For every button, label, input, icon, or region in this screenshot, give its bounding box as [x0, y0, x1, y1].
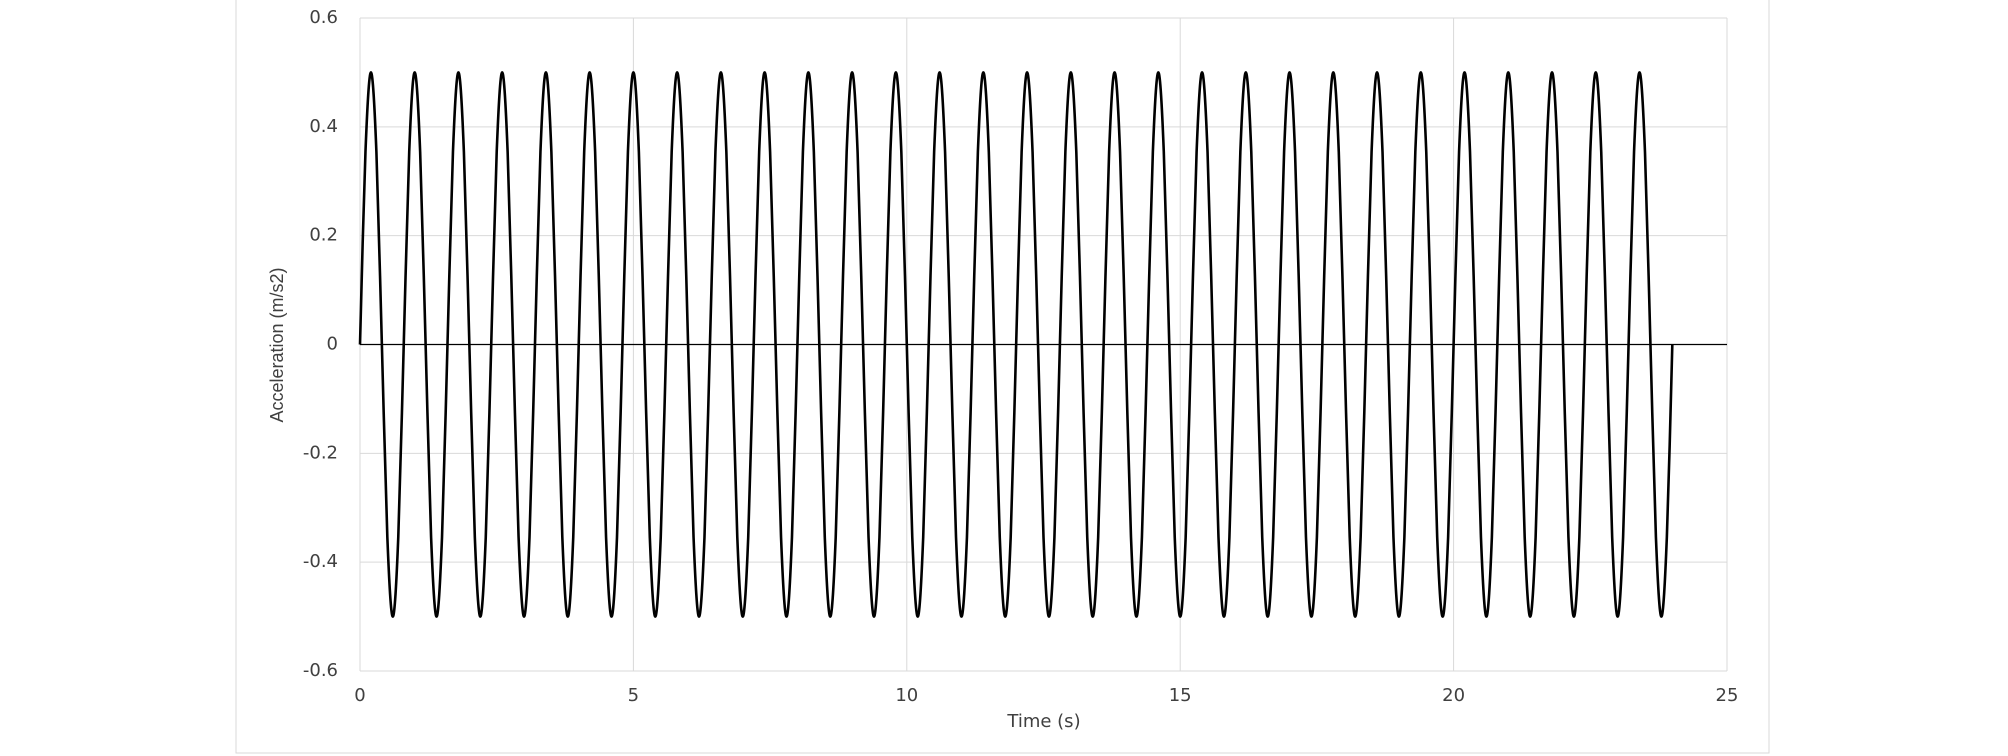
x-axis-label: Time (s)	[1006, 711, 1080, 732]
x-tick-label: 20	[1442, 685, 1465, 706]
y-tick-label: -0.6	[303, 660, 338, 681]
y-tick-label: 0.2	[309, 225, 338, 246]
y-axis-label: Acceleration (m/s2)	[267, 267, 287, 422]
x-tick-label: 25	[1716, 685, 1739, 706]
y-tick-label: -0.2	[303, 442, 338, 463]
x-tick-label: 15	[1169, 685, 1192, 706]
x-tick-label: 10	[895, 685, 918, 706]
x-tick-label: 5	[628, 685, 639, 706]
data-line	[358, 71, 1674, 618]
x-tick-label: 0	[354, 685, 365, 706]
y-tick-label: 0.4	[309, 116, 338, 137]
y-tick-label: -0.4	[303, 551, 338, 572]
y-tick-label: 0	[327, 334, 338, 355]
y-tick-label: 0.6	[309, 7, 338, 28]
